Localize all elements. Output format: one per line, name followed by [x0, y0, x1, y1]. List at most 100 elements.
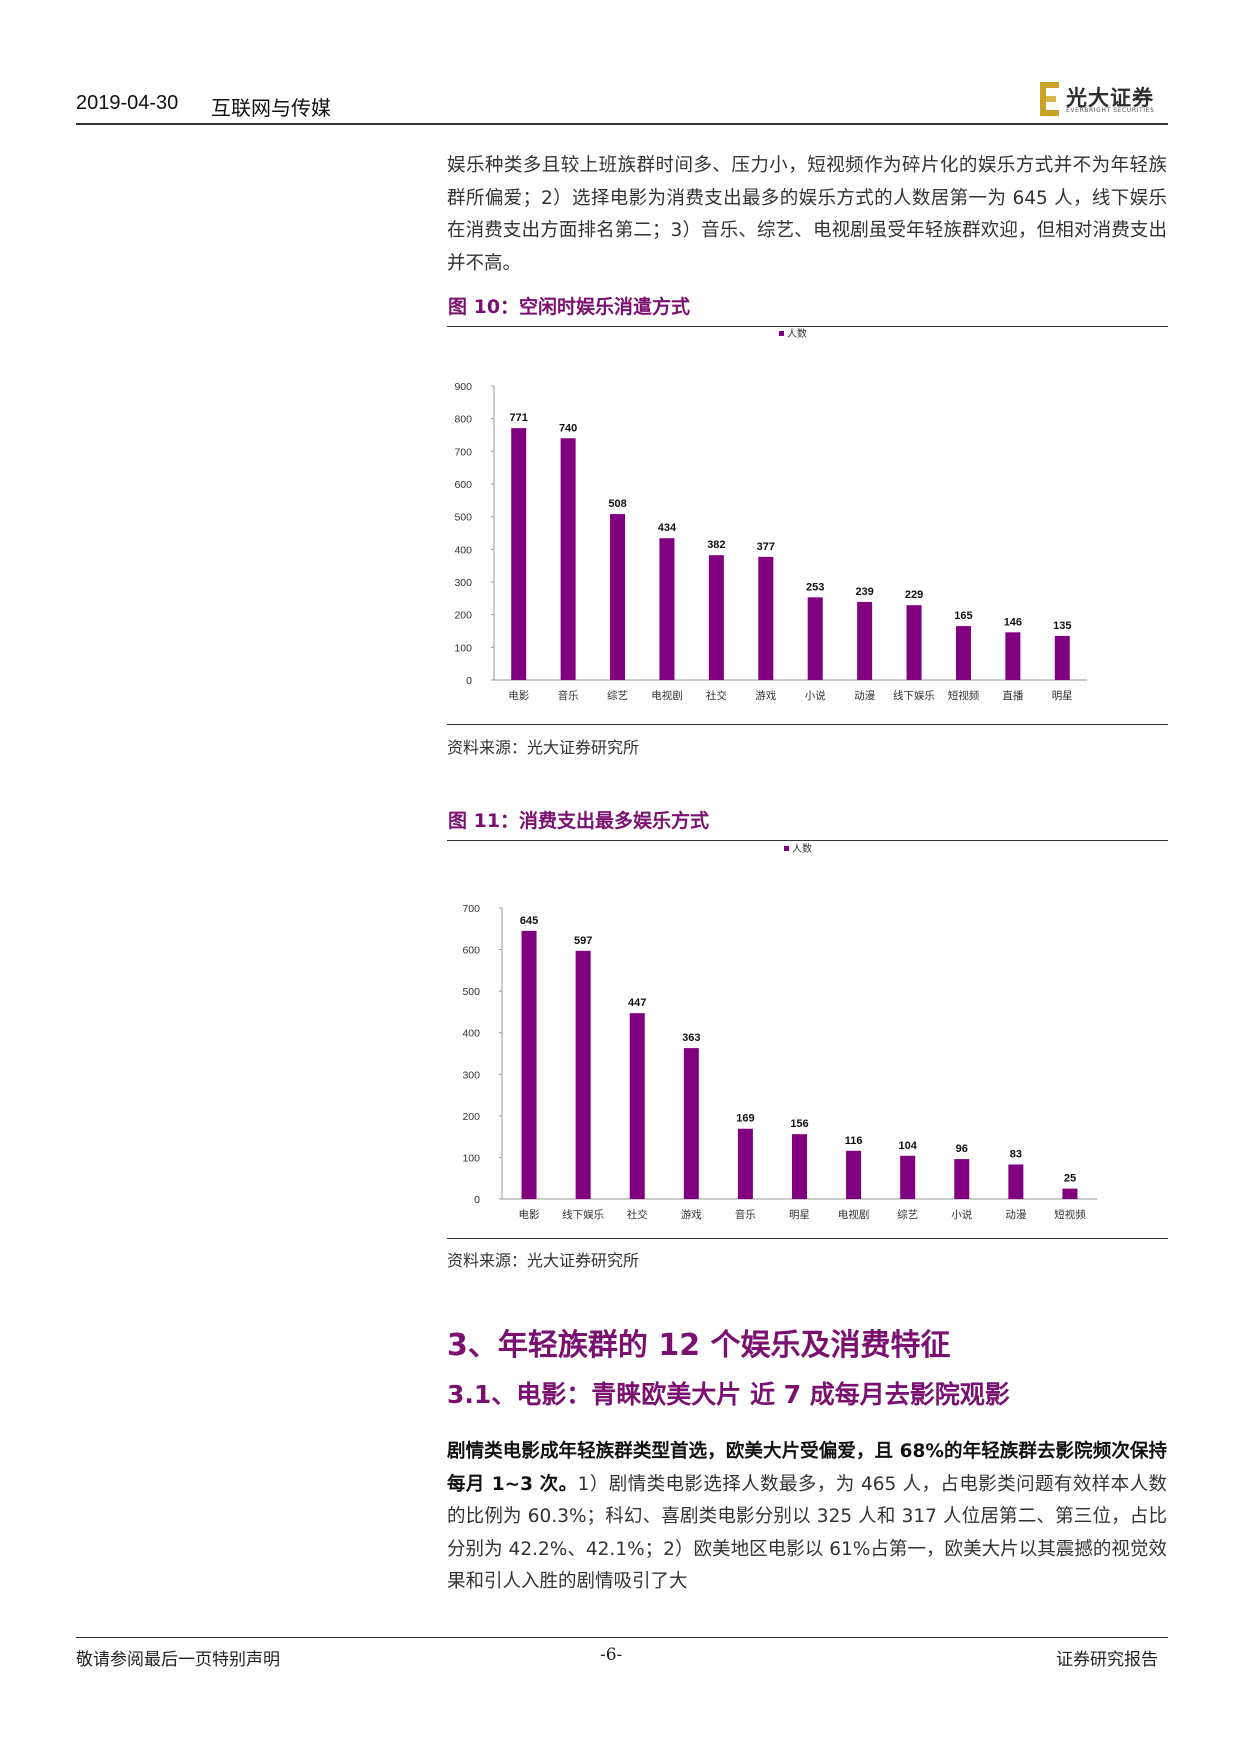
- subsection-heading: 3.1、电影：青睐欧美大片 近 7 成每月去影院观影: [447, 1380, 1010, 1409]
- logo-mark-icon: [1040, 82, 1059, 116]
- data-label: 508: [608, 498, 626, 510]
- bar-游戏: [683, 1048, 699, 1199]
- footer-disclaimer: 敬请参阅最后一页特别声明: [76, 1650, 280, 1670]
- x-tick-label: 小说: [805, 689, 826, 702]
- y-tick-label: 0: [474, 1194, 480, 1206]
- figure10-chart: 人数 0 100 200 300 400 500 600 700 800 900 771 电影 740 音乐…: [447, 328, 1168, 722]
- data-label: 83: [1010, 1148, 1022, 1160]
- report-sector: 互联网与传媒: [211, 96, 331, 120]
- x-tick-label: 小说: [951, 1208, 972, 1221]
- data-label: 229: [905, 589, 923, 601]
- y-tick-label: 200: [462, 1111, 480, 1123]
- x-tick-label: 明星: [1052, 690, 1073, 702]
- figure10-bottom-rule: [447, 724, 1168, 725]
- bar-明星: [1054, 635, 1070, 680]
- legend-swatch: [779, 331, 784, 336]
- bar-小说: [807, 597, 823, 680]
- everbright-logo: 光大证券 EVERBRIGHT SECURITIES: [1040, 80, 1170, 120]
- figure11-svg: 人数 0 100 200 300 400 500 600 700 645 电影 597 线下娱乐 447 社…: [462, 842, 1097, 1221]
- y-tick-label: 400: [454, 544, 472, 556]
- x-tick-label: 社交: [706, 689, 727, 702]
- x-tick-label: 动漫: [1005, 1208, 1026, 1221]
- logo-english: EVERBRIGHT SECURITIES: [1066, 107, 1155, 114]
- figure10-title: 图 10：空闲时娱乐消遣方式: [448, 296, 691, 318]
- bar-电视剧: [659, 538, 675, 680]
- x-tick-label: 电视剧: [651, 689, 683, 702]
- data-label: 363: [682, 1032, 700, 1044]
- data-label: 104: [899, 1140, 918, 1152]
- x-tick-label: 综艺: [897, 1208, 918, 1221]
- y-tick-label: 0: [466, 675, 472, 687]
- data-label: 169: [736, 1113, 754, 1125]
- figure11-top-rule: [447, 840, 1168, 841]
- figure10-top-rule: [447, 326, 1168, 327]
- figure11-bottom-rule: [447, 1238, 1168, 1239]
- footer-divider: [76, 1637, 1168, 1638]
- y-tick-label: 700: [454, 446, 472, 458]
- data-label: 96: [956, 1143, 968, 1155]
- y-tick-label: 500: [462, 986, 480, 998]
- x-tick-label: 游戏: [755, 689, 777, 702]
- data-label: 165: [954, 610, 972, 622]
- y-tick-label: 600: [462, 945, 480, 957]
- header-divider: [76, 123, 1168, 125]
- section-heading: 3、年轻族群的 12 个娱乐及消费特征: [447, 1328, 951, 1363]
- footer-report-type: 证券研究报告: [1056, 1650, 1158, 1670]
- data-label: 434: [658, 522, 677, 534]
- y-tick-label: 900: [454, 381, 472, 393]
- bar-直播: [1005, 632, 1021, 680]
- bar-短视频: [1062, 1188, 1078, 1199]
- data-label: 156: [790, 1118, 808, 1130]
- data-label: 253: [806, 581, 824, 593]
- section-paragraph: 剧情类电影成年轻族群类型首选，欧美大片受偏爱，且 68%的年轻族群去影院频次保持…: [447, 1436, 1167, 1599]
- figure11-source: 资料来源：光大证券研究所: [447, 1251, 640, 1270]
- x-tick-label: 综艺: [607, 689, 628, 702]
- x-tick-label: 短视频: [1054, 1208, 1086, 1221]
- y-tick-label: 800: [454, 414, 472, 426]
- y-tick-label: 400: [462, 1028, 480, 1040]
- x-tick-label: 明星: [789, 1209, 810, 1221]
- y-tick-label: 500: [454, 512, 472, 524]
- x-tick-label: 短视频: [948, 689, 980, 702]
- figure11-chart: 人数 0 100 200 300 400 500 600 700 645 电影 597 线下娱乐 447 社…: [447, 842, 1168, 1236]
- data-label: 25: [1064, 1173, 1076, 1185]
- data-label: 135: [1053, 620, 1071, 632]
- data-label: 740: [559, 422, 577, 434]
- y-tick-label: 700: [462, 903, 480, 915]
- x-tick-label: 电视剧: [838, 1208, 870, 1221]
- bar-明星: [792, 1134, 807, 1199]
- y-tick-label: 100: [462, 1152, 480, 1164]
- x-tick-label: 电影: [508, 689, 529, 702]
- report-date: 2019-04-30: [76, 92, 179, 114]
- bar-社交: [629, 1013, 645, 1199]
- y-tick-label: 200: [454, 610, 472, 622]
- legend-label: 人数: [787, 328, 807, 340]
- figure10-svg: 人数 0 100 200 300 400 500 600 700 800 900 771 电影 740 音乐…: [454, 328, 1087, 702]
- figure11-title: 图 11：消费支出最多娱乐方式: [448, 810, 710, 832]
- data-label: 146: [1004, 616, 1022, 628]
- section-paragraph-lead: 剧情类电影成年轻族群类型首选，欧美大片受偏爱，且 68%的年轻族群去影院频次保持…: [447, 1441, 1167, 1495]
- bar-综艺: [610, 514, 626, 680]
- y-tick-label: 100: [454, 642, 472, 654]
- data-label: 597: [574, 935, 592, 947]
- x-tick-label: 动漫: [854, 689, 875, 702]
- x-tick-label: 线下娱乐: [893, 689, 935, 702]
- x-tick-label: 线下娱乐: [562, 1208, 604, 1221]
- x-tick-label: 直播: [1002, 689, 1023, 702]
- bar-电影: [521, 930, 537, 1199]
- bar-音乐: [560, 438, 576, 680]
- legend-swatch: [784, 846, 789, 851]
- x-tick-label: 音乐: [735, 1208, 757, 1221]
- x-tick-label: 电影: [519, 1208, 540, 1221]
- data-label: 377: [757, 541, 775, 553]
- y-tick-label: 300: [454, 577, 472, 589]
- data-label: 239: [855, 586, 873, 598]
- x-tick-label: 音乐: [558, 689, 579, 702]
- bar-短视频: [955, 626, 971, 680]
- x-tick-label: 社交: [627, 1208, 648, 1221]
- figure10-source: 资料来源：光大证券研究所: [447, 738, 640, 757]
- bar-动漫: [857, 601, 873, 680]
- data-label: 382: [707, 539, 725, 551]
- logo-name: 光大证券: [1066, 86, 1154, 110]
- data-label: 447: [628, 997, 646, 1009]
